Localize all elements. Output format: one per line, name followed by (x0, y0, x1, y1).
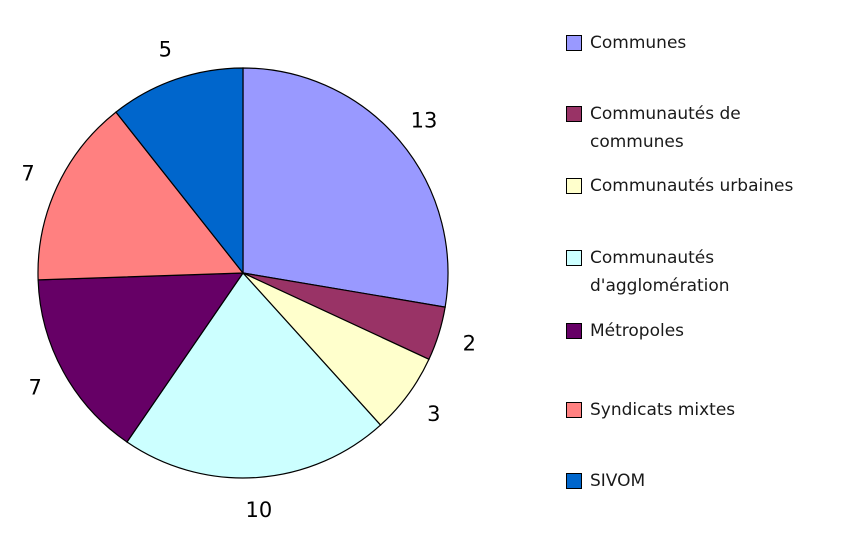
legend-color-swatch-icon (566, 402, 582, 418)
slice-value-label: 7 (28, 375, 41, 399)
pie-slice (115, 67, 244, 275)
legend-label: Communautés urbaines (590, 176, 794, 196)
pie-slice (242, 67, 449, 308)
legend-label: SIVOM (590, 471, 646, 491)
legend-item-communautes-agglomeration: Communautés d'agglomération (566, 244, 730, 300)
legend-label: Syndicats mixtes (590, 400, 736, 420)
slice-value-label: 13 (411, 108, 438, 132)
slice-value-label: 2 (463, 332, 476, 356)
legend-color-swatch-icon (566, 35, 582, 51)
pie-chart-area: 13 2 3 10 7 7 5 (21, 37, 476, 522)
legend-color-swatch-icon (566, 250, 582, 266)
legend-label: Communes (590, 33, 687, 53)
legend-item-syndicats-mixtes: Syndicats mixtes (566, 396, 735, 424)
pie-slice (37, 272, 245, 443)
legend-label: Communautés de communes (590, 104, 741, 152)
legend-item-communautes-urbaines: Communautés urbaines (566, 172, 793, 200)
slice-value-label: 3 (427, 402, 440, 426)
legend-color-swatch-icon (566, 473, 582, 489)
legend-color-swatch-icon (566, 106, 582, 122)
legend-item-metropoles: Métropoles (566, 317, 684, 345)
pie-chart: 13 2 3 10 7 7 5 (21, 37, 476, 522)
legend-item-communautes-de-communes: Communautés de communes (566, 100, 741, 156)
legend-item-communes: Communes (566, 29, 686, 57)
legend-color-swatch-icon (566, 178, 582, 194)
slice-value-label: 10 (245, 498, 272, 522)
pie-slice (126, 272, 382, 479)
legend-label: Communautés d'agglomération (590, 248, 730, 296)
legend-color-swatch-icon (566, 323, 582, 339)
slice-value-label: 5 (159, 37, 172, 61)
legend: Communes Communautés de communes Communa… (566, 0, 858, 544)
legend-item-sivom: SIVOM (566, 467, 645, 495)
pie-slice (37, 111, 245, 281)
legend-label: Métropoles (590, 321, 685, 341)
slice-value-label: 7 (21, 162, 34, 186)
